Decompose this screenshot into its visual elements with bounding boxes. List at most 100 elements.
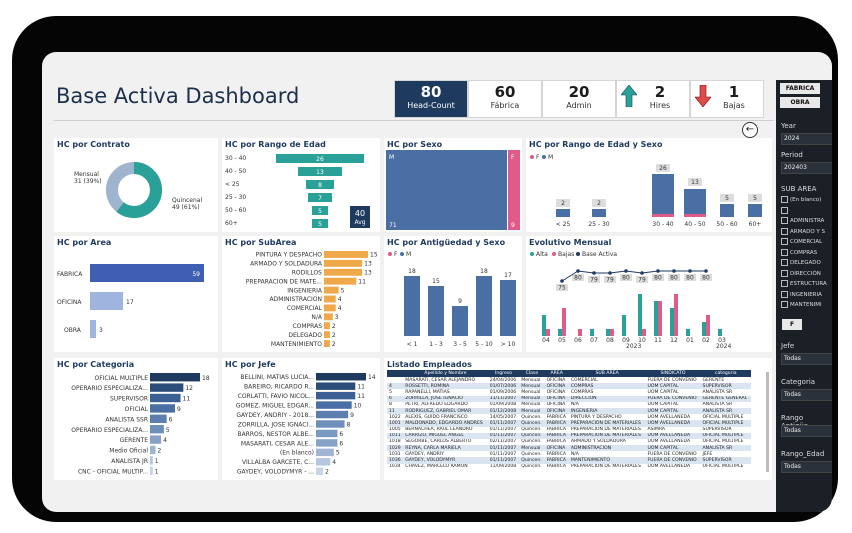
- bar[interactable]: [476, 276, 492, 336]
- alta-bar[interactable]: [606, 329, 610, 336]
- funnel-bar[interactable]: [276, 154, 364, 163]
- subarea-option[interactable]: DIRECCIÓN: [781, 269, 821, 277]
- funnel-bar[interactable]: [306, 180, 334, 189]
- column-header[interactable]: categoria: [700, 370, 751, 377]
- column-header[interactable]: [387, 370, 404, 377]
- checkbox-icon[interactable]: [781, 259, 788, 266]
- filter-button-f[interactable]: F: [782, 319, 802, 330]
- bar[interactable]: [150, 414, 167, 423]
- subarea-option[interactable]: (En blanco): [781, 196, 821, 203]
- bar[interactable]: [150, 456, 153, 465]
- bar[interactable]: [316, 382, 356, 390]
- table-row[interactable]: 1036 GAYDEY, VOLODYMYR 01/11/2007 Quincen. F…: [387, 457, 751, 464]
- subarea-option[interactable]: DELEGADO: [781, 259, 821, 266]
- table-row[interactable]: 1018 SEGORBE, CARLOS ALBERTO 02/11/2007 Qui…: [387, 439, 751, 445]
- subarea-option[interactable]: MANTENIMI: [781, 301, 822, 308]
- column-header[interactable]: AREA: [544, 370, 569, 377]
- bar[interactable]: [150, 373, 200, 382]
- alta-bar[interactable]: [590, 329, 594, 336]
- checkbox-icon[interactable]: [781, 301, 788, 308]
- bar[interactable]: [324, 277, 357, 285]
- bar[interactable]: [316, 410, 349, 419]
- checkbox-icon[interactable]: [781, 290, 788, 298]
- table-scrollbar[interactable]: [766, 372, 769, 472]
- bar[interactable]: [324, 286, 339, 294]
- checkbox-icon[interactable]: [781, 217, 788, 224]
- bar[interactable]: [592, 209, 606, 217]
- bar[interactable]: [324, 322, 330, 330]
- subarea-option[interactable]: ESTRUCTURA: [781, 280, 827, 287]
- column-header[interactable]: SINDICATO: [645, 370, 701, 377]
- bar[interactable]: [316, 458, 331, 466]
- bar[interactable]: [500, 280, 516, 336]
- bar[interactable]: [316, 391, 356, 400]
- alta-bar[interactable]: [718, 329, 722, 336]
- alta-bar[interactable]: [686, 329, 690, 336]
- bar[interactable]: [428, 286, 444, 336]
- bar[interactable]: [150, 466, 153, 475]
- bar[interactable]: [324, 268, 363, 276]
- bajas-bar[interactable]: [610, 329, 614, 336]
- bajas-bar[interactable]: [578, 329, 582, 336]
- bar[interactable]: [452, 306, 468, 336]
- categoria-dropdown[interactable]: Todas: [781, 389, 832, 401]
- checkbox-icon[interactable]: [781, 206, 788, 214]
- table-row[interactable]: 1034 CHAVEZ, MARCELO RAMON 11/09/2008 Quinc…: [387, 464, 751, 470]
- filter-button-obra[interactable]: OBRA: [780, 97, 820, 108]
- bar[interactable]: [150, 393, 181, 403]
- bar[interactable]: [324, 313, 333, 321]
- checkbox-icon[interactable]: [781, 238, 788, 245]
- alta-bar[interactable]: [702, 322, 706, 336]
- table-row[interactable]: 1011 CARRIZO, MIGUEL ANGEL 01/11/2007 Quinc…: [387, 432, 751, 439]
- bar[interactable]: [316, 429, 338, 438]
- funnel-bar[interactable]: [312, 219, 328, 228]
- area-bar[interactable]: [90, 264, 204, 282]
- subarea-option[interactable]: [781, 206, 790, 214]
- kpi-fabrica[interactable]: 60 Fábrica: [468, 80, 542, 118]
- table-row[interactable]: 1005 BERNACHEA, RAUL LEANDRO 01/11/2007 Qui…: [387, 427, 751, 433]
- table-row[interactable]: 6 ZORRILLA, JOSE IGNACIO 11/11/2007 Mensual…: [387, 395, 751, 402]
- bar-f[interactable]: [652, 214, 674, 217]
- checkbox-icon[interactable]: [781, 196, 788, 203]
- alta-bar[interactable]: [670, 308, 674, 336]
- bar[interactable]: [316, 373, 366, 381]
- bar[interactable]: [324, 331, 330, 339]
- table-row[interactable]: 4 ROSSETTI, ROMINA 01/07/2006 Mensual OFICIN…: [387, 383, 751, 390]
- bajas-bar[interactable]: [706, 315, 710, 336]
- alta-bar[interactable]: [638, 294, 642, 336]
- bajas-bar[interactable]: [562, 308, 566, 336]
- alta-bar[interactable]: [622, 315, 626, 336]
- kpi-head-count[interactable]: 80 Head-Count: [394, 80, 468, 118]
- bar[interactable]: [652, 174, 674, 214]
- period-field[interactable]: 202403: [781, 162, 832, 174]
- bar[interactable]: [316, 401, 352, 409]
- bar[interactable]: [316, 439, 338, 447]
- funnel-bar[interactable]: [312, 206, 328, 215]
- bar[interactable]: [684, 189, 706, 214]
- table-row[interactable]: 11 RODRIGUEZ, GABRIEL OMAR 01/12/2008 Mensu…: [387, 407, 751, 415]
- bar[interactable]: [324, 295, 336, 303]
- table-row[interactable]: 1001 MALDONADO, EDGARDO ANDRES 01/11/2007 Q…: [387, 420, 751, 427]
- bar[interactable]: [556, 209, 570, 217]
- bar[interactable]: [150, 445, 156, 455]
- bar[interactable]: [324, 259, 363, 267]
- treemap-f[interactable]: [508, 150, 520, 230]
- bajas-bar[interactable]: [546, 329, 550, 336]
- bar[interactable]: [316, 448, 334, 457]
- table-row[interactable]: MASARATI, CESAR ALEJANDRO 24/04/2006 Mensu…: [387, 377, 751, 383]
- checkbox-icon[interactable]: [781, 280, 788, 287]
- checkbox-icon[interactable]: [781, 227, 788, 235]
- area-bar[interactable]: [90, 292, 123, 310]
- area-bar[interactable]: [90, 320, 96, 338]
- bar[interactable]: [316, 420, 345, 428]
- checkbox-icon[interactable]: [781, 269, 788, 277]
- column-header[interactable]: SUB AREA: [568, 370, 646, 377]
- table-row[interactable]: 8 PETRI, ALFREDO EDGARDO 01/09/2008 Mensual…: [387, 402, 751, 408]
- bar[interactable]: [324, 251, 368, 258]
- table-row[interactable]: 1031 GAYDEY, ANDRIY 01/11/2007 Quincen. FABR…: [387, 451, 751, 457]
- bar-f[interactable]: [684, 214, 706, 217]
- column-header[interactable]: Apellido y Nombre: [403, 370, 488, 377]
- alta-bar[interactable]: [558, 329, 562, 336]
- subarea-option[interactable]: COMERCIAL: [781, 238, 822, 245]
- column-header[interactable]: Clase: [519, 370, 545, 377]
